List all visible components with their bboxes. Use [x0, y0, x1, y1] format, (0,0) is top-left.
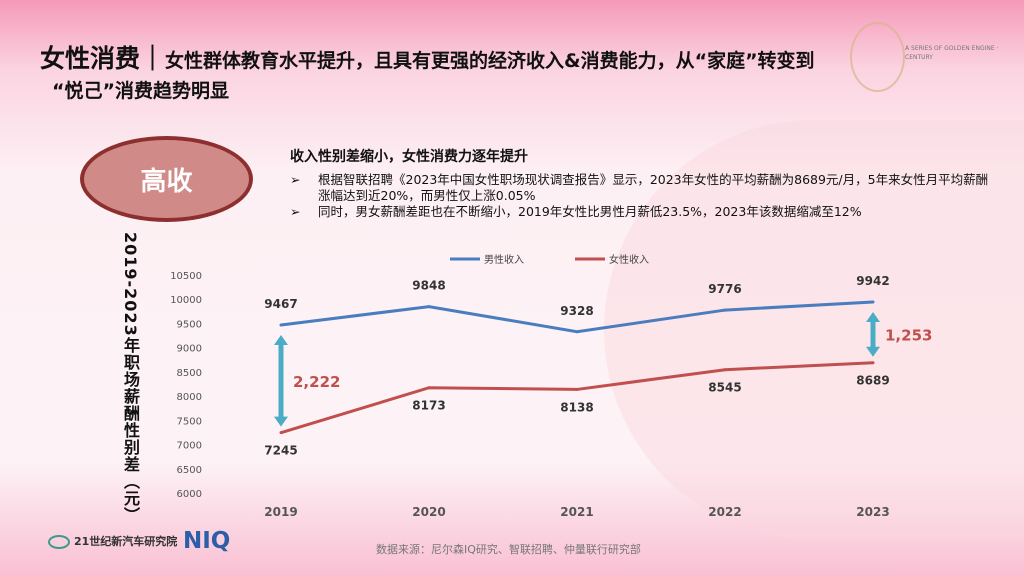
y-tick-label: 10500 [170, 271, 202, 282]
x-tick-label: 2019 [264, 505, 297, 519]
legend-label: 男性收入 [484, 253, 524, 266]
data-point [279, 431, 283, 435]
title-main: 女性消费｜ [40, 44, 166, 73]
series-line-1 [280, 361, 874, 435]
y-tick-label: 7000 [177, 441, 202, 452]
data-label: 9328 [560, 304, 593, 318]
gap-label: 1,253 [885, 326, 932, 344]
y-tick-label: 6500 [177, 465, 202, 476]
data-label: 9848 [412, 279, 445, 293]
x-tick-label: 2023 [856, 505, 889, 519]
x-tick-label: 2022 [708, 505, 741, 519]
data-point [871, 361, 875, 365]
data-label: 8689 [856, 374, 889, 388]
niq-logo: NIQ [183, 528, 231, 554]
crest-logo [850, 22, 905, 92]
data-point [427, 386, 431, 390]
gap-label: 2,222 [293, 373, 340, 391]
arrow-down-icon [274, 416, 288, 427]
arrow-bullet-icon: ➢ [290, 172, 301, 187]
institute-name: 21世纪新汽车研究院 [74, 535, 178, 548]
background-shape [604, 120, 1024, 540]
bullet-item: ➢ 根据智联招聘《2023年中国女性职场现状调查报告》显示，2023年女性的平均薪… [290, 172, 990, 204]
data-label: 8545 [708, 381, 741, 395]
y-tick-label: 10000 [170, 295, 202, 306]
title-rest: 女性群体教育水平提升，且具有更强的经济收入&消费能力，从“家庭”转变到 [165, 50, 815, 72]
data-label: 8138 [560, 400, 593, 414]
bullet-item: ➢ 同时，男女薪酬差距也在不断缩小，2019年女性比男性月薪低23.5%，2023… [290, 204, 990, 220]
data-point [427, 305, 431, 309]
institute-logo-icon [48, 535, 70, 549]
data-label: 9467 [264, 297, 297, 311]
page-title: 女性消费｜女性群体教育水平提升，且具有更强的经济收入&消费能力，从“家庭”转变到… [40, 44, 815, 106]
data-label: 8173 [412, 399, 445, 413]
bullet-list: ➢ 根据智联招聘《2023年中国女性职场现状调查报告》显示，2023年女性的平均薪… [290, 172, 990, 220]
crest-logo-text: A SERIES OF GOLDEN ENGINE · CENTURY [905, 45, 999, 61]
oval-badge: 高收 [80, 136, 253, 222]
institute-logo: 21世纪新汽车研究院 [48, 533, 177, 549]
x-tick-label: 2020 [412, 505, 445, 519]
title-line2: “悦己”消费趋势明显 [52, 80, 229, 102]
data-source: 数据来源：尼尔森IQ研究、智联招聘、仲量联行研究部 [376, 543, 641, 556]
data-point [575, 387, 579, 391]
oval-label: 高收 [140, 166, 193, 197]
data-point [575, 330, 579, 334]
subheading: 收入性别差缩小，女性消费力逐年提升 [290, 149, 528, 165]
arrow-down-icon [866, 346, 880, 357]
arrow-up-icon [866, 312, 880, 323]
y-axis-label: 2019-2023年职场薪酬性别差（元） [121, 232, 140, 524]
bullet-text: 同时，男女薪酬差距也在不断缩小，2019年女性比男性月薪低23.5%，2023年… [318, 204, 862, 219]
legend-label: 女性收入 [609, 253, 649, 266]
arrow-up-icon [274, 335, 288, 346]
bullet-text: 根据智联招聘《2023年中国女性职场现状调查报告》显示，2023年女性的平均薪酬… [318, 172, 989, 203]
data-point [723, 368, 727, 372]
arrow-bullet-icon: ➢ [290, 204, 301, 219]
y-tick-label: 9000 [177, 344, 202, 355]
data-point [871, 300, 875, 304]
y-tick-label: 8500 [177, 368, 202, 379]
y-tick-label: 9500 [177, 319, 202, 330]
x-tick-label: 2021 [560, 505, 593, 519]
data-label: 7245 [264, 444, 297, 458]
y-tick-label: 7500 [177, 416, 202, 427]
data-label: 9776 [708, 282, 741, 296]
data-point [279, 323, 283, 327]
y-tick-label: 8000 [177, 392, 202, 403]
data-label: 9942 [856, 274, 889, 288]
y-tick-label: 6000 [177, 489, 202, 500]
data-point [723, 308, 727, 312]
